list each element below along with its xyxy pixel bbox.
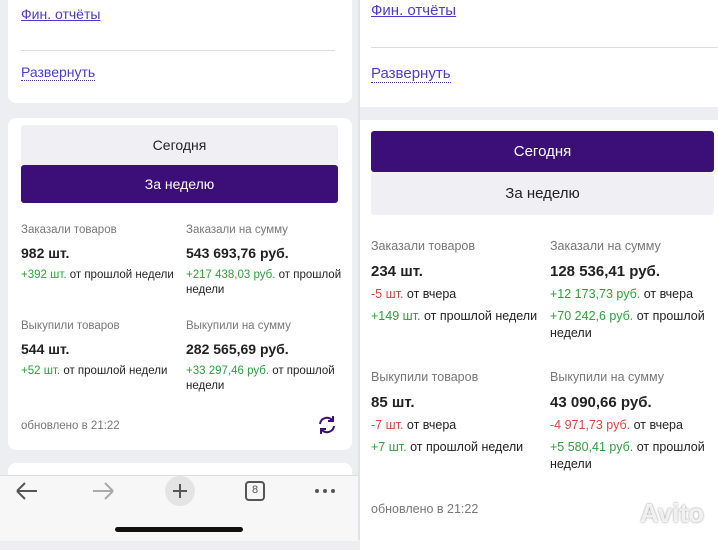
text: 234 шт. [371, 263, 423, 280]
text: 282 565,69 руб. [186, 341, 289, 357]
stat-change: +52 шт. от прошлой недели [21, 364, 181, 379]
change-text: от вчера [406, 287, 457, 301]
stat-change: +149 шт. от прошлой недели [371, 308, 541, 324]
text: Выкупили товаров [371, 370, 479, 384]
stat-change: +70 242,6 руб. от прошлой недели [550, 308, 718, 341]
delta: +217 438,03 руб. [186, 269, 276, 281]
stat-value: 43 090,66 руб. [550, 394, 718, 411]
text: 43 090,66 руб. [550, 394, 652, 411]
divider [21, 50, 335, 51]
stat-change: -7 шт. от вчера [371, 417, 541, 433]
expand[interactable]: Развернуть [371, 65, 451, 83]
stat-change: +33 297,46 руб. от прошлой недели [186, 364, 346, 394]
delta: -4 971,73 руб. [550, 418, 631, 432]
stat-label: Выкупили на сумму [550, 370, 718, 384]
links-card [8, 0, 352, 103]
stat: Выкупили на сумму 43 090,66 руб. -4 971,73… [550, 370, 718, 472]
text: Выкупили на сумму [186, 320, 291, 332]
stat-label: Заказали на сумму [550, 239, 718, 253]
delta: +52 шт. [21, 365, 61, 377]
stat-label: Заказали товаров [371, 239, 541, 253]
stat-change: +217 438,03 руб. от прошлой недели [186, 268, 346, 298]
stat-value: 544 шт. [21, 341, 181, 357]
change-text: от прошлой недели [69, 269, 174, 281]
updated: обновлено в 21:22 [21, 420, 120, 432]
stat: Заказали товаров 982 шт. +392 шт. от прошл… [21, 224, 181, 283]
tab[interactable]: Сегодня [371, 131, 714, 172]
stat-label: Выкупили товаров [21, 320, 181, 332]
delta: +5 580,41 руб. [550, 440, 634, 455]
stat-change: +392 шт. от прошлой недели [21, 268, 181, 283]
stat-label: Заказали товаров [21, 224, 181, 236]
watermark: Avito [640, 498, 705, 528]
change-text: от прошлой недели [410, 440, 524, 455]
stat-value: 982 шт. [21, 245, 181, 261]
change-text: от прошлой недели [186, 365, 335, 392]
change-text: от прошлой недели [550, 309, 705, 340]
updated: обновлено в 21:22 [371, 502, 479, 516]
text: Выкупили товаров [21, 320, 120, 332]
stat-value: 85 шт. [371, 394, 541, 411]
stat-change: -5 шт. от вчера [371, 286, 541, 302]
refresh-icon[interactable] [317, 415, 337, 435]
change-text: от вчера [633, 418, 683, 432]
stat: Заказали на сумму 543 693,76 руб. +217 438… [186, 224, 346, 298]
delta: -5 шт. [371, 287, 404, 301]
text: 128 536,41 руб. [550, 263, 660, 280]
stat-change: -4 971,73 руб. от вчера [550, 417, 718, 433]
tab[interactable]: За неделю [21, 165, 338, 203]
stat: Заказали на сумму 128 536,41 руб. +12 173,… [550, 239, 718, 341]
delta: +7 шт. [371, 440, 407, 455]
tab[interactable]: Сегодня [21, 125, 338, 165]
stat-value: 282 565,69 руб. [186, 341, 346, 357]
stat-label: Выкупили товаров [371, 370, 541, 384]
stat-value: 128 536,41 руб. [550, 263, 718, 280]
text: 543 693,76 руб. [186, 245, 289, 261]
delta: +149 шт. [371, 309, 421, 324]
delta: +392 шт. [21, 269, 67, 281]
separator [358, 0, 360, 540]
change-text: от вчера [643, 287, 694, 301]
stat-label: Заказали на сумму [186, 224, 346, 236]
tab[interactable]: За неделю [371, 172, 714, 215]
text: Заказали товаров [371, 239, 476, 253]
text: Выкупили на сумму [550, 370, 664, 384]
text: Заказали товаров [21, 224, 117, 236]
text: Заказали на сумму [186, 224, 288, 236]
tab-count[interactable]: 8 [251, 484, 259, 496]
text: 544 шт. [21, 341, 70, 357]
delta: -7 шт. [371, 418, 404, 432]
change-text: от прошлой недели [550, 440, 705, 471]
browser-icons [16, 476, 335, 532]
delta: +12 173,73 руб. [550, 287, 641, 301]
change-text: от вчера [406, 418, 457, 432]
stat: Выкупили на сумму 282 565,69 руб. +33 297,… [186, 320, 346, 394]
stat-change: +7 шт. от прошлой недели [371, 439, 541, 455]
stat-change: +5 580,41 руб. от прошлой недели [550, 439, 718, 472]
stat-value: 543 693,76 руб. [186, 245, 346, 261]
fin-link[interactable]: Фин. отчёты [21, 6, 101, 22]
stat: Выкупили товаров 85 шт. -7 шт. от вчера +7 … [371, 370, 541, 456]
change-text: от прошлой недели [186, 269, 342, 296]
text: 982 шт. [21, 245, 70, 261]
fin-link[interactable]: Фин. отчёты [371, 2, 457, 19]
links-card [360, 0, 718, 107]
delta: +33 297,46 руб. [186, 365, 269, 377]
divider [371, 47, 718, 48]
text: Заказали на сумму [550, 239, 661, 253]
stat: Выкупили товаров 544 шт. +52 шт. от прошло… [21, 320, 181, 379]
delta: +70 242,6 руб. [550, 309, 634, 324]
text: 85 шт. [371, 394, 415, 411]
change-text: от прошлой недели [63, 365, 168, 377]
expand[interactable]: Развернуть [21, 64, 96, 81]
stat-value: 234 шт. [371, 263, 541, 280]
change-text: от прошлой недели [423, 309, 538, 324]
stat-label: Выкупили на сумму [186, 320, 346, 332]
stat-change: +12 173,73 руб. от вчера [550, 286, 718, 302]
stat: Заказали товаров 234 шт. -5 шт. от вчера +1… [371, 239, 541, 325]
